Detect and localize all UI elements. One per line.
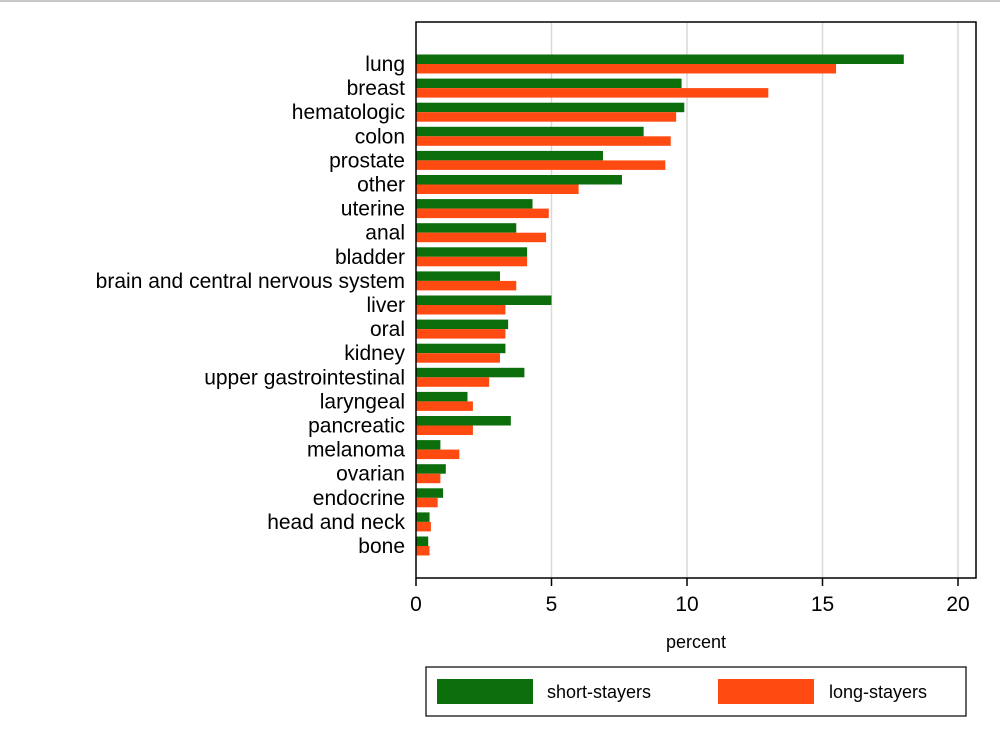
legend: short-stayers long-stayers [425, 666, 967, 717]
category-label: kidney [344, 342, 405, 365]
bar-short-stayers-20 [416, 536, 429, 546]
x-axis-label: percent [666, 632, 726, 652]
category-label: oral [370, 318, 405, 341]
top-border [0, 0, 1000, 2]
category-label: brain and central nervous system [96, 270, 405, 293]
bar-long-stayers-17 [416, 473, 441, 484]
bar-short-stayers-9 [416, 271, 501, 281]
bar-short-stayers-19 [416, 512, 430, 522]
bar-long-stayers-12 [416, 353, 501, 363]
x-tick-label: 10 [675, 593, 698, 616]
category-label: bone [358, 535, 405, 558]
bar-short-stayers-18 [416, 488, 444, 498]
bar-long-stayers-15 [416, 425, 473, 435]
bar-short-stayers-5 [416, 175, 622, 185]
category-label: lung [365, 53, 405, 76]
x-tick-label: 0 [410, 593, 422, 616]
x-axis-ticks: 0 5 10 15 20 [410, 578, 970, 616]
category-label: uterine [341, 198, 405, 221]
bar-short-stayers-15 [416, 416, 511, 426]
legend-label-long-stayers: long-stayers [829, 682, 927, 702]
legend-swatch-long-stayers [718, 679, 814, 704]
category-label: endocrine [313, 487, 405, 510]
category-label: prostate [329, 149, 405, 172]
category-label: liver [366, 294, 405, 317]
legend-swatch-short-stayers [437, 679, 533, 704]
bar-long-stayers-14 [416, 401, 473, 411]
bar-short-stayers-16 [416, 440, 441, 450]
bar-long-stayers-18 [416, 497, 438, 508]
category-label: anal [365, 222, 405, 245]
bar-short-stayers-11 [416, 319, 509, 330]
category-labels: lungbreasthematologiccolonprostateotheru… [96, 53, 406, 558]
category-label: other [357, 174, 405, 197]
category-label: colon [355, 125, 405, 148]
bar-short-stayers-6 [416, 199, 533, 209]
bar-long-stayers-13 [416, 377, 490, 387]
bar-long-stayers-8 [416, 256, 528, 267]
category-label: laryngeal [320, 390, 405, 413]
category-label: ovarian [336, 463, 405, 486]
x-tick-label: 15 [811, 593, 834, 616]
bar-short-stayers-2 [416, 102, 685, 113]
bar-short-stayers-14 [416, 391, 468, 402]
bar-long-stayers-9 [416, 280, 517, 291]
category-label: head and neck [267, 511, 405, 534]
bar-long-stayers-7 [416, 232, 547, 243]
bar-long-stayers-5 [416, 184, 579, 194]
bar-short-stayers-1 [416, 78, 682, 89]
bar-long-stayers-3 [416, 136, 671, 146]
category-label: breast [347, 77, 406, 100]
bar-short-stayers-8 [416, 247, 528, 257]
bar-short-stayers-7 [416, 223, 517, 233]
bar-short-stayers-3 [416, 126, 644, 137]
bar-long-stayers-1 [416, 88, 769, 98]
x-tick-label: 20 [946, 593, 969, 616]
bar-long-stayers-4 [416, 160, 666, 170]
category-label: bladder [335, 246, 405, 269]
bar-long-stayers-20 [416, 546, 430, 556]
category-label: pancreatic [308, 415, 405, 438]
bar-long-stayers-16 [416, 449, 460, 460]
category-label: melanoma [307, 439, 405, 462]
bar-short-stayers-10 [416, 295, 552, 305]
bar-long-stayers-2 [416, 112, 677, 122]
bar-short-stayers-17 [416, 464, 446, 474]
bar-long-stayers-10 [416, 305, 506, 315]
category-label: hematologic [292, 101, 405, 124]
bars [416, 54, 904, 556]
category-label: upper gastrointestinal [204, 366, 405, 389]
x-tick-label: 5 [546, 593, 558, 616]
bar-short-stayers-13 [416, 367, 525, 378]
legend-label-short-stayers: short-stayers [547, 682, 651, 702]
plot-frame [415, 21, 977, 579]
bar-long-stayers-0 [416, 64, 837, 74]
bar-long-stayers-6 [416, 208, 549, 219]
bar-short-stayers-12 [416, 343, 506, 354]
bar-long-stayers-11 [416, 329, 506, 339]
bar-short-stayers-0 [416, 54, 904, 64]
bar-long-stayers-19 [416, 521, 431, 532]
bar-short-stayers-4 [416, 150, 603, 161]
